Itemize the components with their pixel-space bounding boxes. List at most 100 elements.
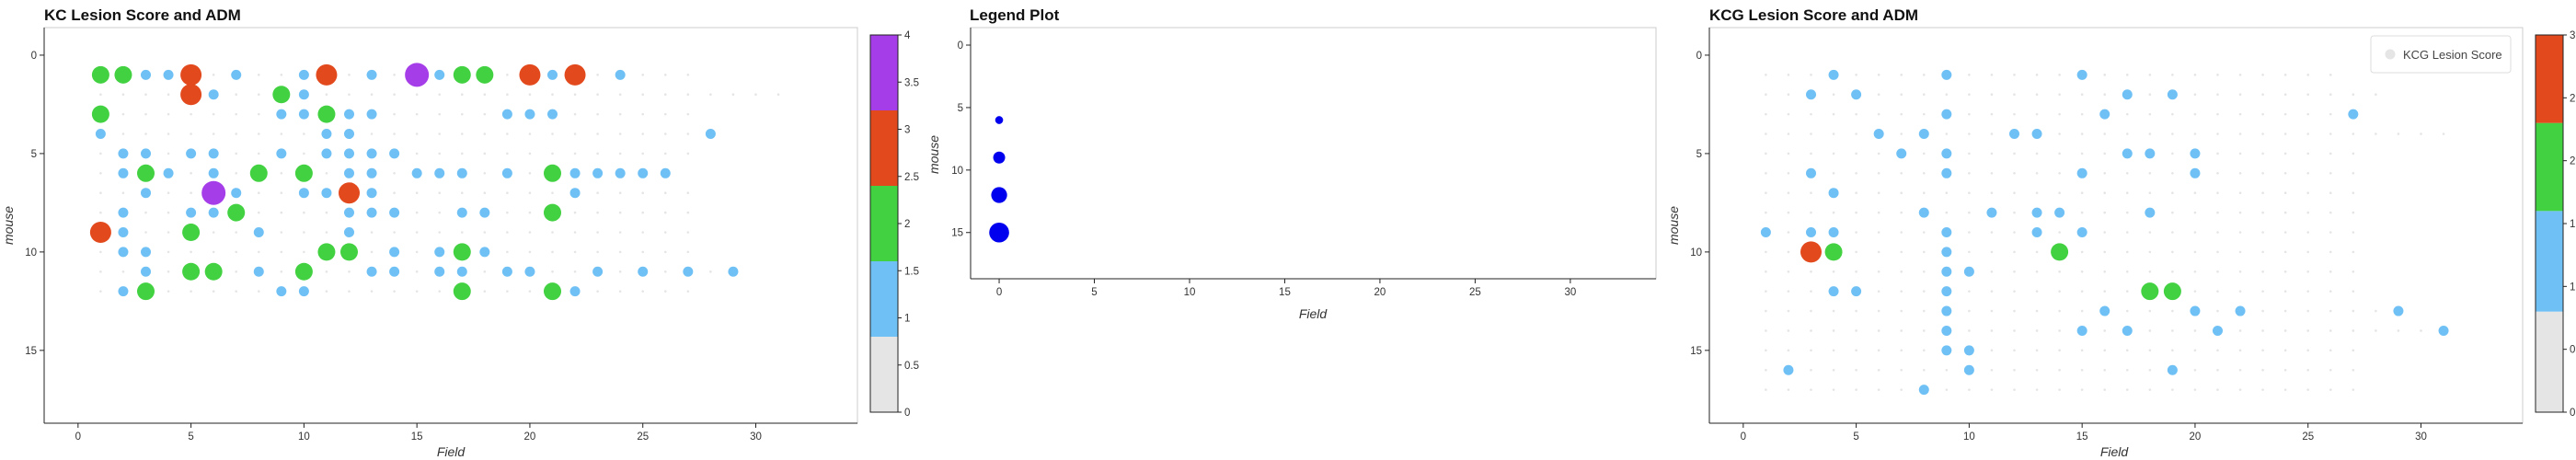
data-point (2238, 172, 2242, 175)
y-tick-label: 10 (25, 247, 37, 259)
x-tick-label: 20 (524, 431, 536, 443)
data-point (1990, 329, 1994, 332)
data-point (2171, 388, 2174, 391)
data-point (208, 89, 219, 100)
data-point (1810, 191, 1812, 195)
x-axis-label: Field (437, 444, 466, 459)
data-point (118, 167, 129, 178)
data-point (212, 74, 215, 76)
data-point (1941, 69, 1952, 80)
data-point (1968, 231, 1971, 234)
data-point (1900, 93, 1903, 97)
data-point (1877, 309, 1880, 313)
data-point (280, 231, 283, 234)
data-point (1810, 388, 1812, 391)
data-point (1855, 270, 1857, 273)
data-point (163, 167, 174, 178)
data-point (393, 132, 396, 135)
data-point (1968, 211, 1971, 214)
data-point (641, 191, 645, 195)
data-point (1877, 211, 1880, 214)
data-point (528, 290, 532, 293)
data-point (2058, 309, 2061, 313)
data-point (2306, 74, 2310, 76)
data-point (2058, 329, 2061, 332)
kcg-lesion-panel: KCG Lesion Score and ADM Field mouse 0 5 1… (1666, 6, 2576, 459)
data-point (573, 132, 577, 135)
data-point (1832, 112, 1835, 116)
data-point (415, 191, 419, 195)
data-point (257, 290, 260, 293)
data-point (231, 69, 242, 80)
data-point (257, 74, 260, 76)
data-point (1990, 231, 1994, 234)
data-point (1900, 74, 1903, 76)
data-point (2076, 167, 2087, 178)
data-point (2283, 270, 2287, 273)
data-point (2058, 172, 2061, 175)
data-point (2035, 329, 2039, 332)
data-point (2035, 290, 2039, 293)
data-point (415, 270, 419, 273)
data-point (2352, 152, 2355, 155)
data-point (1787, 329, 1790, 332)
data-point (2238, 368, 2242, 372)
data-point (167, 132, 170, 135)
data-point (663, 132, 667, 135)
data-point (2171, 172, 2174, 175)
data-point (596, 250, 599, 254)
data-point (501, 109, 512, 120)
data-point (2171, 132, 2174, 135)
data-point (2329, 368, 2332, 372)
legend-label: KCG Lesion Score (2403, 48, 2502, 62)
x-tick-label: 0 (1741, 431, 1746, 443)
data-point (2193, 329, 2197, 332)
data-point (366, 69, 377, 80)
x-tick-label: 15 (2076, 431, 2088, 443)
colorbar-segment (870, 337, 898, 412)
data-point (551, 132, 554, 135)
data-point (1900, 309, 1903, 313)
data-point (686, 132, 690, 135)
data-point (2058, 112, 2061, 116)
data-point (1990, 112, 1994, 116)
data-point (1810, 132, 1812, 135)
data-point (2306, 309, 2310, 313)
data-point (2103, 290, 2107, 293)
data-point (2080, 349, 2084, 352)
data-point (1787, 172, 1790, 175)
data-point (298, 69, 309, 80)
data-point (2171, 152, 2174, 155)
data-point (1968, 172, 1971, 175)
data-point (1855, 172, 1857, 175)
data-point (551, 231, 554, 234)
data-point (2216, 74, 2219, 76)
data-point (2035, 270, 2039, 273)
data-point (2216, 309, 2219, 313)
data-point (2283, 152, 2287, 155)
data-point (1990, 132, 1994, 135)
data-point (208, 148, 219, 159)
data-point (506, 211, 509, 214)
data-point (1832, 329, 1835, 332)
data-point (1990, 74, 1994, 76)
data-point (141, 188, 151, 199)
data-point (2051, 243, 2069, 261)
data-point (1765, 250, 1767, 254)
data-point (2306, 231, 2310, 234)
data-point (2080, 211, 2084, 214)
data-point (389, 247, 400, 258)
data-point (1832, 349, 1835, 352)
x-tick-label: 15 (411, 431, 423, 443)
data-point (1855, 231, 1857, 234)
x-tick-label: 5 (1091, 287, 1097, 298)
data-point (121, 270, 125, 273)
data-point (438, 211, 442, 214)
data-point (2329, 270, 2332, 273)
data-point (1922, 290, 1926, 293)
data-point (483, 152, 487, 155)
data-point (321, 188, 332, 199)
data-point (2283, 93, 2287, 97)
data-point (1945, 368, 1949, 372)
data-point (2238, 211, 2242, 214)
